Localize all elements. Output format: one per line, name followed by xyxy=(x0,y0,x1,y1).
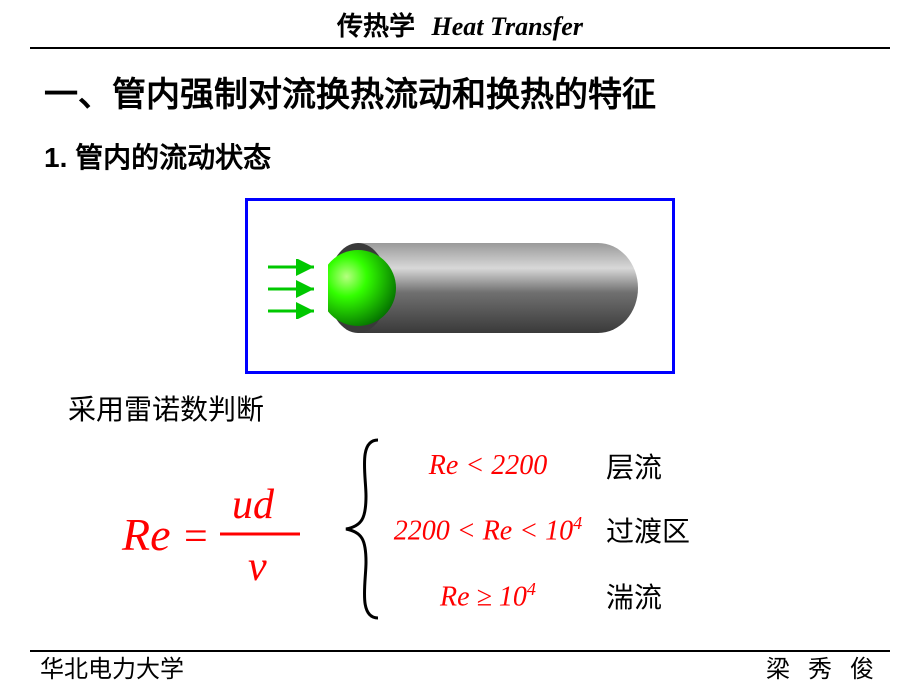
cond-label-3: 湍流 xyxy=(606,576,662,616)
condition-row-laminar: Re < 2200 层流 xyxy=(378,446,662,486)
cond-label-2: 过渡区 xyxy=(606,510,690,550)
svg-text:ν: ν xyxy=(248,544,267,588)
section-title: 一、管内强制对流换热流动和换热的特征 xyxy=(44,67,920,116)
flow-diagram xyxy=(245,198,675,374)
svg-text:ud: ud xyxy=(232,482,275,528)
condition-row-turbulent: Re ≥ 104 湍流 xyxy=(378,576,662,616)
footer-university: 华北电力大学 xyxy=(40,649,184,684)
page-header: 传热学 Heat Transfer xyxy=(0,0,920,43)
reynolds-formula: Re = ud ν xyxy=(120,478,340,588)
header-title-en: Heat Transfer xyxy=(432,12,583,41)
subsection-title: 1. 管内的流动状态 xyxy=(44,136,920,176)
condition-row-transition: 2200 < Re < 104 过渡区 xyxy=(378,510,690,550)
header-title-cn: 传热学 xyxy=(337,12,415,41)
footer-author: 梁 秀 俊 xyxy=(766,649,880,684)
svg-text:Re: Re xyxy=(121,509,171,560)
cond-math-1: Re < 2200 xyxy=(378,450,598,482)
svg-text:=: = xyxy=(184,514,208,560)
pipe-icon xyxy=(328,243,638,333)
cond-math-2: 2200 < Re < 104 xyxy=(378,513,598,547)
cond-math-3: Re ≥ 104 xyxy=(378,579,598,613)
reynolds-text: 采用雷诺数判断 xyxy=(68,388,920,428)
top-divider xyxy=(30,47,890,49)
inlet-arrows-icon xyxy=(266,259,326,319)
formula-area: Re = ud ν Re < 2200 层流 2200 < Re < 104 过… xyxy=(0,436,920,626)
cond-label-1: 层流 xyxy=(606,446,662,486)
